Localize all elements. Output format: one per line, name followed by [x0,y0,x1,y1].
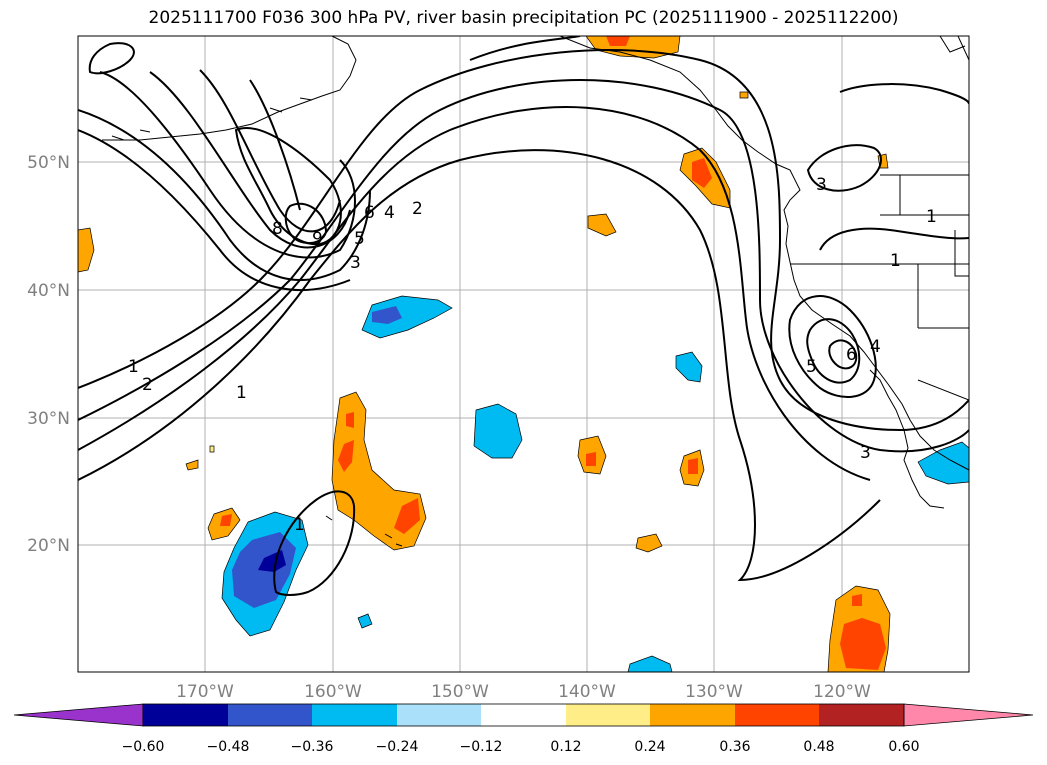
contour-labels: 1 2 3 4 5 6 8 9 1 2 3 4 5 6 3 1 1 1 [128,175,937,535]
lon-label-130w: 130°W [685,682,743,702]
colorbar-bin [735,704,819,726]
colorbar-tick-label: 0.48 [803,739,834,755]
contour-label: 1 [128,357,139,377]
colorbar-bin [481,704,566,726]
colorbar-bin [566,704,650,726]
lat-label-20n: 20°N [27,536,70,556]
contour-label: 3 [816,175,827,195]
contour-label: 3 [350,253,361,273]
contour-label: 5 [806,357,817,377]
colorbar-bin [819,704,904,726]
contour-label: 3 [860,443,871,463]
colorbar-tick-label: 0.36 [719,739,750,755]
contour-label: 6 [846,345,857,365]
contour-label: 6 [364,203,375,223]
lat-label-40n: 40°N [27,281,70,301]
colorbar-tick-label: −0.36 [291,739,334,755]
colorbar-tick-label: −0.60 [122,739,165,755]
coastlines [102,36,969,547]
contour-label: 1 [294,515,305,535]
contour-label: 4 [870,337,881,357]
contour-label: 8 [272,219,283,239]
lon-label-150w: 150°W [431,682,489,702]
contour-label: 5 [354,229,365,249]
colorbar-bin [397,704,481,726]
colorbar-extend-right [903,703,1034,727]
colorbar-tick-label: 0.24 [634,739,665,755]
plot-frame [77,35,970,673]
colorbar-tick-label: 0.60 [888,739,919,755]
colorbar: −0.60 −0.48 −0.36 −0.24 −0.12 0.12 0.24 … [13,703,1034,755]
lat-label-50n: 50°N [27,153,70,173]
colorbar-tick-label: 0.12 [550,739,581,755]
colorbar-bin [650,704,735,726]
latitude-labels: 50°N 40°N 30°N 20°N [27,153,70,556]
colorbar-tick-label: −0.24 [376,739,419,755]
colorbar-bin [143,704,228,726]
lon-label-170w: 170°W [176,682,234,702]
longitude-labels: 170°W 160°W 150°W 140°W 130°W 120°W [176,682,871,702]
contour-label: 4 [384,203,395,223]
lat-label-30n: 30°N [27,409,70,429]
colorbar-bin [312,704,397,726]
colorbar-frame [142,703,905,727]
colorbar-ticks: −0.60 −0.48 −0.36 −0.24 −0.12 0.12 0.24 … [122,739,920,755]
precipitation-shading [78,36,969,672]
map-title: 2025111700 F036 300 hPa PV, river basin … [148,8,899,28]
contour-label: 2 [142,375,153,395]
contour-label: 2 [412,199,423,219]
contour-label: 1 [926,207,937,227]
colorbar-bin [228,704,312,726]
contour-label: 1 [236,383,247,403]
contour-label: 1 [890,251,901,271]
plot-area [78,36,969,672]
contour-label: 9 [312,229,323,249]
pv-contours [78,36,969,596]
lon-label-160w: 160°W [304,682,362,702]
colorbar-extend-left [13,703,144,727]
colorbar-tick-label: −0.48 [207,739,250,755]
lon-label-140w: 140°W [558,682,616,702]
colorbar-tick-label: −0.12 [460,739,503,755]
lon-label-120w: 120°W [813,682,871,702]
